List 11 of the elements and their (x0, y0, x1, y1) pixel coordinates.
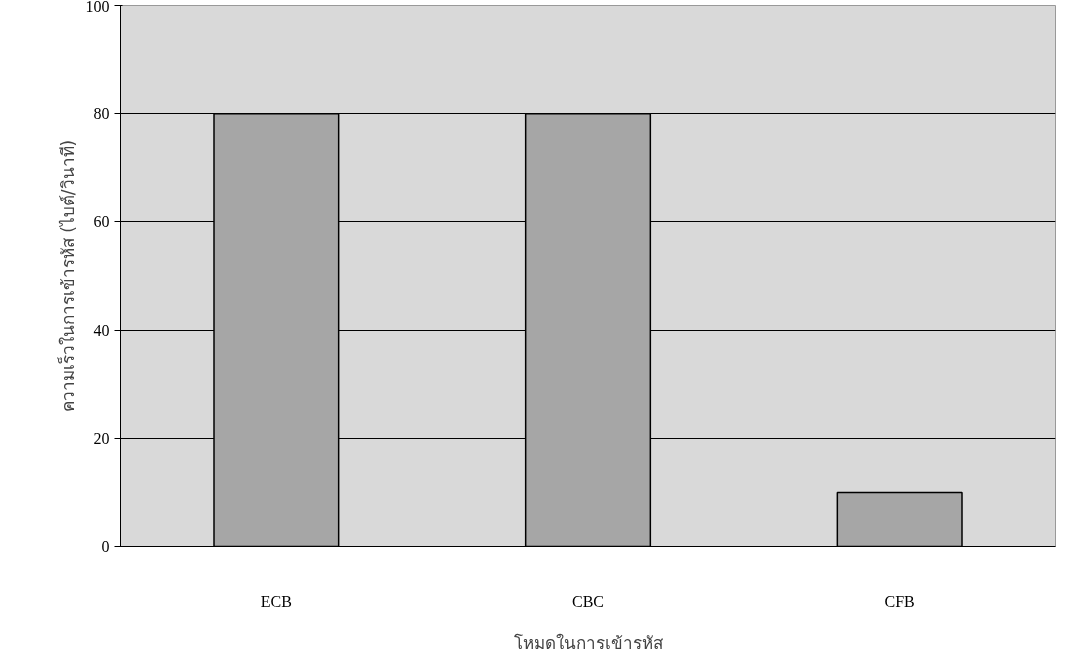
x-tick-label: ECB (260, 592, 292, 610)
y-axis-title: ความเร็วในการเข้ารหัส (ไบต์/วินาที) (56, 139, 78, 413)
x-axis-title: โหมดในการเข้ารหัส (513, 632, 664, 653)
x-tick-label: CFB (884, 592, 915, 610)
x-tick-label: CBC (571, 592, 605, 610)
y-tick-label: 0 (101, 538, 110, 555)
y-tick-label: 20 (93, 429, 110, 447)
y-tick-label: 60 (93, 213, 110, 231)
y-tick-label: 80 (93, 105, 110, 123)
y-tick-label: 40 (93, 321, 110, 339)
y-tick-label: 100 (85, 0, 110, 15)
